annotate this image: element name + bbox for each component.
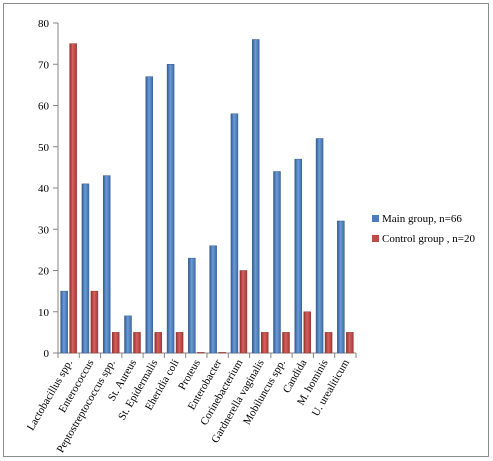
y-tick-label: 0	[44, 348, 50, 360]
bar-main	[166, 64, 175, 354]
bar-main	[145, 76, 154, 354]
bar-main	[230, 113, 239, 354]
bar-main	[337, 220, 345, 354]
bar-main	[251, 39, 260, 354]
y-tick-label: 10	[38, 307, 50, 319]
legend: Main group, n=66 Control group , n=20	[372, 213, 475, 245]
x-axis-labels: Lactobacillus spp.EnterococcusPeptostrep…	[25, 357, 352, 455]
bar-control	[90, 290, 99, 354]
bar-control	[154, 332, 163, 354]
bar-main	[315, 138, 324, 354]
legend-label-main: Main group, n=66	[382, 213, 462, 225]
y-tick-label: 70	[38, 59, 50, 71]
bar-main	[124, 315, 132, 354]
y-axis-ticks: 0 10 20 30 40 50 60 70 80	[38, 18, 58, 360]
bar-control	[133, 332, 141, 354]
bar-control	[69, 43, 77, 354]
y-tick-label: 50	[38, 142, 50, 154]
bar-control	[260, 332, 269, 354]
axes	[57, 23, 357, 358]
bar-control	[239, 270, 248, 354]
bar-main	[209, 245, 217, 354]
bar-control	[197, 352, 205, 354]
bar-control	[175, 332, 184, 354]
bar-control	[282, 332, 290, 354]
bars	[60, 39, 354, 354]
y-tick-label: 80	[38, 18, 50, 30]
y-tick-label: 20	[38, 266, 50, 278]
bar-control	[303, 311, 312, 354]
bar-main	[294, 158, 303, 354]
legend-swatch-control	[372, 235, 379, 242]
bar-main	[81, 183, 90, 354]
legend-label-control: Control group , n=20	[382, 233, 475, 245]
legend-swatch-main	[372, 215, 379, 222]
y-tick-label: 30	[38, 224, 50, 236]
bar-main	[60, 290, 68, 354]
bar-main	[273, 171, 281, 354]
y-tick-label: 60	[38, 101, 50, 113]
y-tick-label: 40	[38, 183, 50, 195]
bar-control	[346, 332, 354, 354]
bar-main	[102, 175, 111, 354]
bar-control	[218, 352, 226, 354]
bar-main	[188, 257, 196, 354]
bar-control	[324, 332, 333, 354]
bar-control	[111, 332, 120, 354]
